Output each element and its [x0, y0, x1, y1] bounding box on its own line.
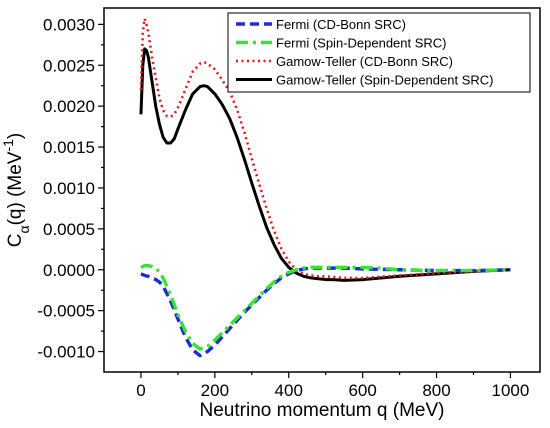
x-tick-label: 800 [422, 381, 450, 400]
x-tick-label: 1000 [492, 381, 530, 400]
legend-entry-label: Fermi (Spin-Dependent SRC) [276, 36, 447, 51]
y-axis-title-sup: -1 [0, 139, 16, 152]
y-tick-label: 0.0015 [43, 138, 95, 157]
y-tick-label: 0.0005 [43, 220, 95, 239]
y-tick-label: -0.0005 [37, 302, 95, 321]
y-tick-label: 0.0025 [43, 56, 95, 75]
y-axis: -0.0010 -0.0005 0.0000 0.0005 0.0010 0.0015 0.… [37, 15, 104, 362]
x-tick-label: 0 [136, 381, 145, 400]
legend-box [227, 12, 531, 93]
legend-entry-label: Gamow-Teller (CD-Bonn SRC) [276, 54, 453, 69]
plot-frame [103, 7, 541, 373]
y-axis-title-base: C [5, 234, 26, 248]
legend-entry-label: Fermi (CD-Bonn SRC) [276, 17, 406, 32]
x-axis: 0 200 400 600 800 1000 [136, 372, 529, 400]
series-line-2 [140, 263, 511, 351]
x-tick-label: 400 [275, 381, 303, 400]
y-tick-label: 0.0000 [43, 261, 95, 280]
x-tick-label: 200 [201, 381, 229, 400]
y-tick-label: 0.0030 [43, 15, 95, 34]
y-tick-label: 0.0020 [43, 97, 95, 116]
series-line-1 [140, 266, 511, 358]
series-layer [139, 17, 511, 358]
y-axis-title-sub: α [16, 225, 32, 233]
y-axis-title: Cα(q) (MeV-1) [0, 133, 32, 248]
legend: Fermi (CD-Bonn SRC) Fermi (Spin-Dependent… [227, 12, 531, 93]
y-axis-title-end: ) [5, 133, 26, 139]
series-line-4 [139, 47, 511, 282]
y-tick-label: -0.0010 [37, 343, 95, 362]
x-tick-label: 600 [348, 381, 376, 400]
x-axis-title: Neutrino momentum q (MeV) [200, 400, 445, 421]
y-axis-title-mid: (q) (MeV [5, 151, 26, 225]
y-tick-label: 0.0010 [43, 179, 95, 198]
legend-entry-label: Gamow-Teller (Spin-Dependent SRC) [276, 73, 493, 88]
